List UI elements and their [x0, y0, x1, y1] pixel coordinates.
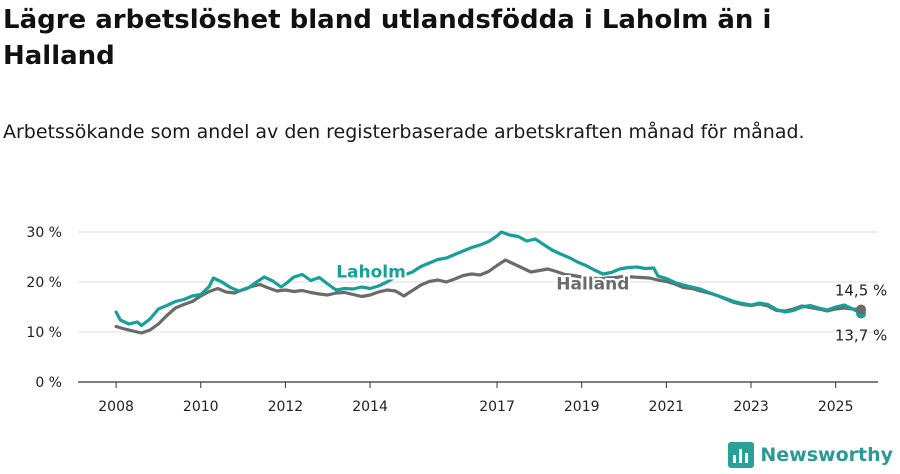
x-tick-label: 2008 [98, 399, 134, 415]
series-label-laholm: Laholm [336, 263, 406, 283]
series-line-halland [114, 258, 863, 335]
brand-logo: Newsworthy [728, 442, 893, 468]
x-tick-label: 2021 [649, 399, 685, 415]
y-tick-label: 30 % [26, 225, 62, 241]
x-tick-label: 2014 [352, 399, 388, 415]
chart-subtitle: Arbetssökande som andel av den registerb… [3, 121, 805, 143]
y-tick-label: 20 % [26, 275, 62, 291]
x-tick-label: 2017 [479, 399, 515, 415]
x-tick-label: 2010 [183, 399, 219, 415]
series-line-laholm [114, 230, 863, 328]
brand-name: Newsworthy [760, 444, 893, 466]
end-value-label-halland: 14,5 % [835, 282, 887, 300]
chart-title: Lägre arbetslöshet bland utlandsfödda i … [3, 5, 772, 71]
end-point-halland [856, 304, 867, 315]
x-tick-label: 2012 [268, 399, 304, 415]
y-tick-label: 0 % [35, 375, 62, 391]
x-tick-label: 2025 [818, 399, 854, 415]
end-value-label-laholm: 13,7 % [835, 327, 887, 345]
x-tick-label: 2019 [564, 399, 600, 415]
x-tick-label: 2023 [733, 399, 769, 415]
series-label-halland: Halland [556, 275, 629, 295]
newsworthy-logo-icon [728, 442, 755, 468]
y-tick-label: 10 % [26, 325, 62, 341]
